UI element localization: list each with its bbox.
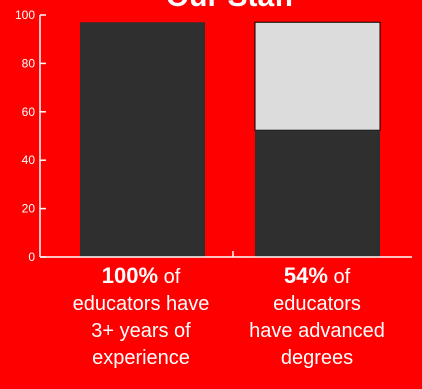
caption-experience-value: 100%: [101, 263, 159, 288]
caption-degrees-text1: of: [327, 266, 351, 288]
y-tick-label-100: 100: [15, 8, 35, 22]
y-tick-label-80: 80: [22, 56, 36, 70]
bar-remainder-1: [254, 21, 381, 131]
bar-1: [255, 130, 380, 257]
caption-experience-text4: experience: [92, 347, 190, 369]
axes-group: 0 20 40 60 80 100: [15, 8, 412, 264]
y-tick-label-20: 20: [22, 202, 36, 216]
caption-degrees-value: 54%: [283, 263, 328, 288]
caption-experience-text2: educators have: [72, 293, 210, 315]
y-tick-label-60: 60: [22, 105, 36, 119]
caption-degrees-text3: have advanced: [249, 320, 385, 342]
bar-0: [80, 22, 205, 258]
caption-experience-text3: 3+ years of: [91, 320, 191, 342]
caption-degrees-text2: educators: [273, 293, 361, 315]
caption-experience-text1: of: [158, 266, 181, 288]
caption-degrees: 54% of educators have advanced degrees: [222, 262, 412, 372]
y-tick-label-40: 40: [22, 153, 36, 167]
caption-experience: 100% of educators have 3+ years of exper…: [46, 262, 236, 372]
caption-degrees-text4: degrees: [280, 347, 354, 369]
y-tick-label-0: 0: [28, 250, 35, 264]
chart-title: Our Staff: [166, 0, 295, 13]
bars-group: [80, 21, 381, 258]
